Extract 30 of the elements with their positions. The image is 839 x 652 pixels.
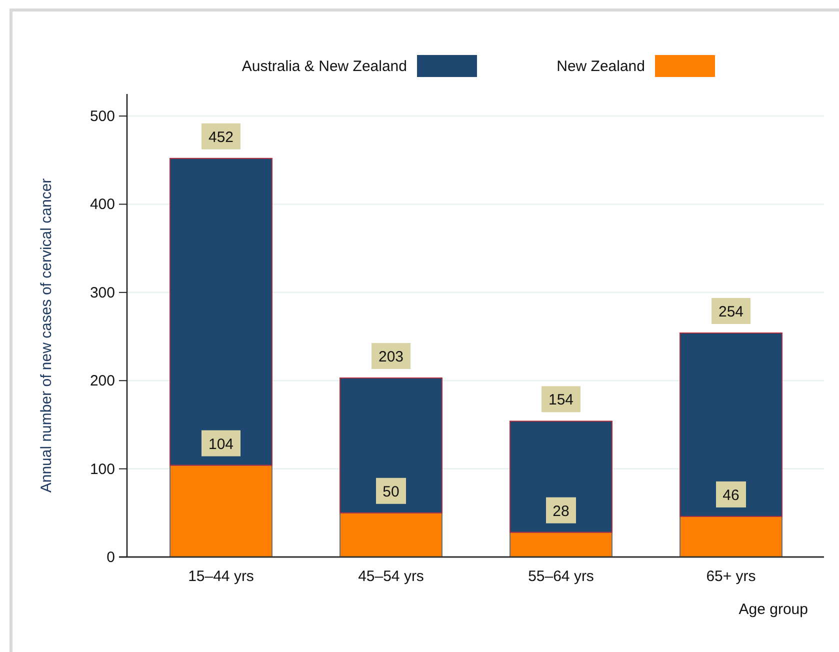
x-tick-label: 15–44 yrs — [188, 568, 254, 585]
y-axis-title: Annual number of new cases of cervical cancer — [38, 178, 55, 493]
y-tick-label: 200 — [90, 372, 115, 390]
total-label: 452 — [208, 128, 234, 146]
x-tick-label: 65+ yrs — [706, 568, 756, 585]
bar — [680, 516, 782, 558]
bar — [340, 512, 442, 558]
data-label: 28 — [552, 502, 570, 520]
x-tick-label: 45–54 yrs — [358, 568, 424, 585]
y-tick-label: 300 — [90, 284, 115, 302]
data-label: 46 — [722, 486, 740, 504]
bar — [170, 158, 272, 466]
total-label: 154 — [548, 392, 574, 409]
total-label: 203 — [378, 348, 404, 366]
bar — [510, 420, 612, 533]
total-label: 254 — [718, 303, 744, 320]
bar — [680, 332, 782, 517]
bar — [170, 464, 272, 558]
y-tick-label: 400 — [90, 196, 115, 214]
data-label: 50 — [382, 483, 400, 500]
y-tick-label: 100 — [90, 460, 115, 478]
legend-label: New Zealand — [556, 58, 645, 75]
x-axis-title: Age group — [738, 601, 808, 618]
y-tick-label: 0 — [106, 549, 115, 566]
bar — [510, 532, 612, 558]
y-tick-label: 500 — [90, 108, 115, 126]
data-label: 104 — [208, 436, 234, 453]
x-tick-label: 55–64 yrs — [528, 568, 594, 585]
bar — [340, 377, 442, 514]
legend-label: Australia & New Zealand — [242, 58, 407, 75]
